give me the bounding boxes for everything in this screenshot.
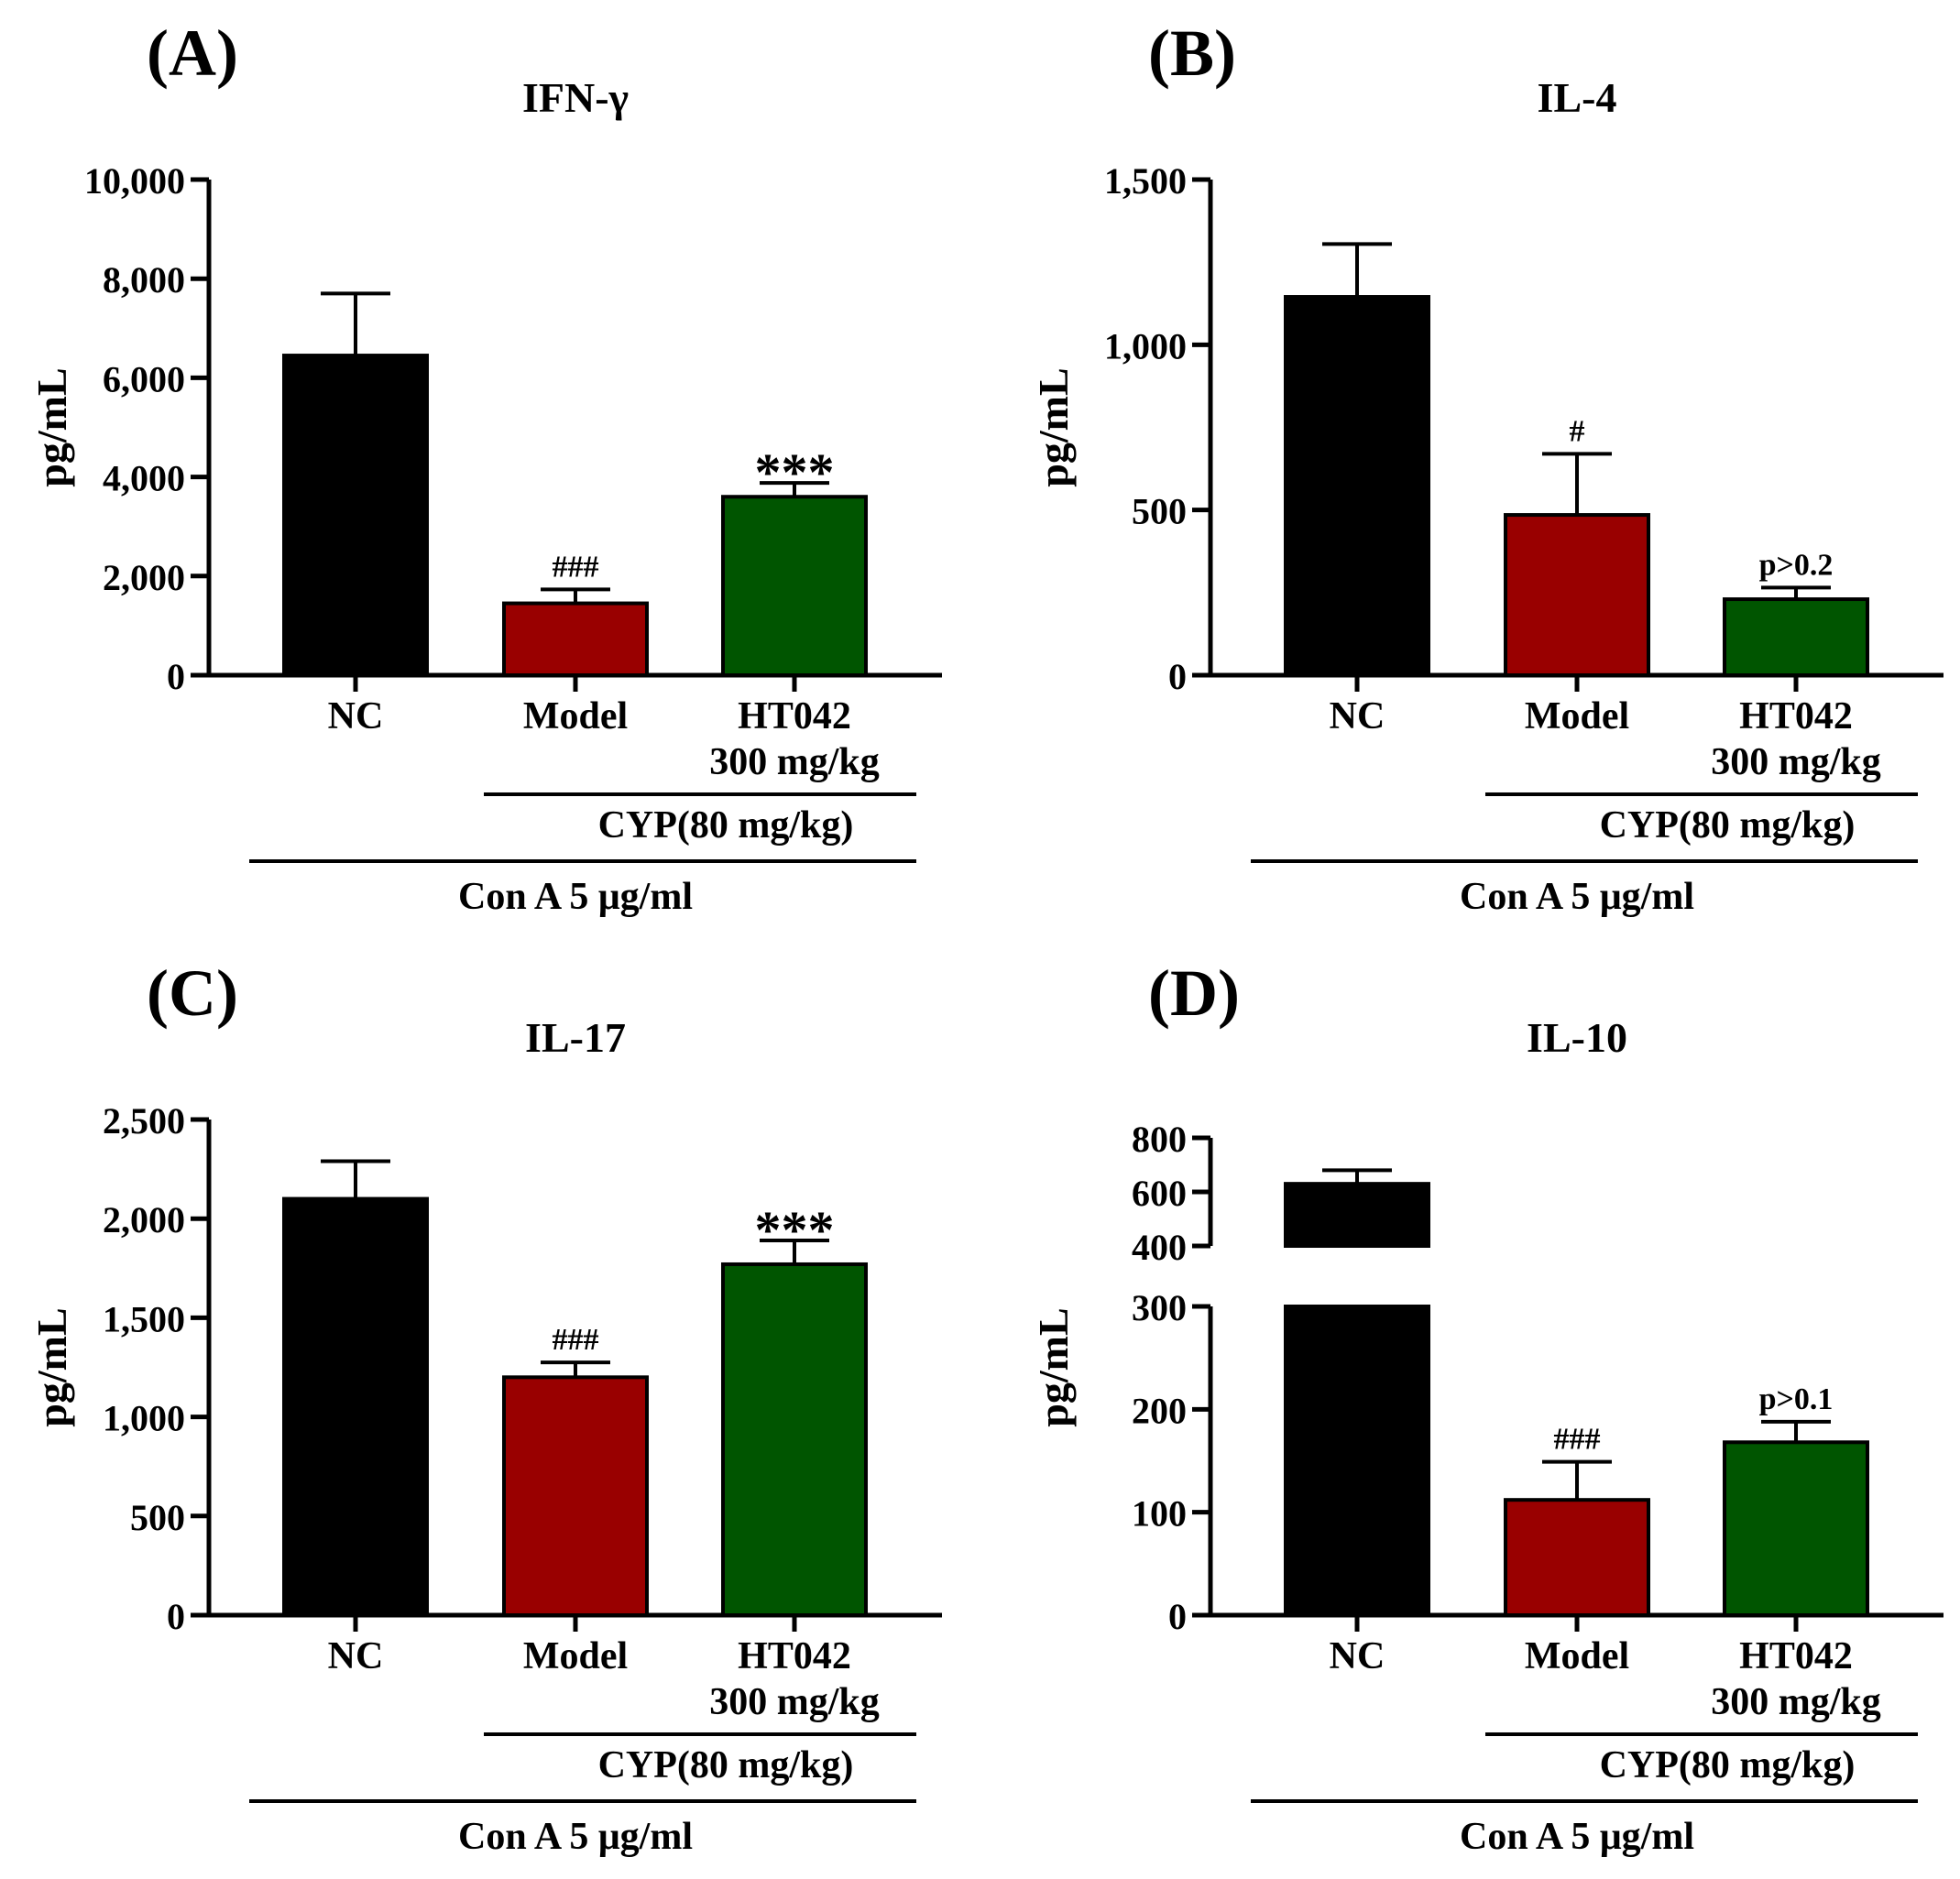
panel-b: (B) IL-4 pg/mL 0 500 1,000 1,500 NC # Model p>0.2 H… bbox=[1030, 16, 1944, 918]
bar-nc bbox=[1284, 295, 1430, 677]
significance-annotation: *** bbox=[755, 442, 835, 502]
chart-title: IL-17 bbox=[525, 1014, 626, 1061]
cyp-group-label: CYP(80 mg/kg) bbox=[1600, 1744, 1856, 1786]
bar-model bbox=[1504, 1498, 1650, 1617]
x-tick-label: NC bbox=[1330, 1635, 1385, 1677]
significance-annotation: # bbox=[1570, 414, 1585, 448]
significance-annotation: ### bbox=[553, 550, 599, 584]
panel-label: (B) bbox=[1148, 16, 1236, 90]
y-axis-label: pg/mL bbox=[28, 367, 75, 486]
bar-ht042 bbox=[1723, 1440, 1869, 1618]
y-tick-label: 2,000 bbox=[103, 557, 185, 598]
y-tick-label: 600 bbox=[1132, 1173, 1187, 1214]
cona-group-label: Con A 5 μg/ml bbox=[458, 1816, 693, 1858]
y-tick-label: 100 bbox=[1132, 1493, 1187, 1535]
bar-nc bbox=[282, 354, 429, 677]
panel-c: (C) IL-17 pg/mL 0 500 1,000 1,500 2,000 2,500 NC #… bbox=[28, 956, 942, 1858]
y-axis-label: pg/mL bbox=[1030, 367, 1077, 486]
panel-label: (A) bbox=[147, 16, 238, 90]
cyp-group-label: CYP(80 mg/kg) bbox=[598, 804, 854, 847]
x-tick-label: Model bbox=[1525, 1635, 1629, 1677]
y-tick-label: 0 bbox=[1168, 656, 1187, 697]
x-tick-label: Model bbox=[523, 1635, 628, 1677]
x-tick-label: HT042 bbox=[1739, 1635, 1853, 1677]
y-tick-label: 2,500 bbox=[103, 1100, 185, 1142]
y-tick-label: 2,000 bbox=[103, 1199, 185, 1240]
y-tick-label: 0 bbox=[167, 656, 185, 697]
y-tick-label: 500 bbox=[130, 1497, 185, 1538]
y-tick-label: 6,000 bbox=[103, 358, 185, 399]
y-tick-label: 4,000 bbox=[103, 458, 185, 499]
y-tick-label: 1,000 bbox=[1104, 325, 1187, 366]
bar-model bbox=[1504, 513, 1650, 677]
y-tick-label: 1,000 bbox=[103, 1398, 185, 1439]
y-tick-label: 8,000 bbox=[103, 259, 185, 300]
y-tick-label: 1,500 bbox=[1104, 160, 1187, 202]
panel-label: (C) bbox=[147, 956, 238, 1030]
y-tick-label: 200 bbox=[1132, 1390, 1187, 1431]
y-tick-label: 300 bbox=[1132, 1287, 1187, 1328]
y-tick-label: 1,500 bbox=[103, 1298, 185, 1339]
bar-model bbox=[502, 1375, 649, 1617]
x-tick-label-sub: 300 mg/kg bbox=[1711, 1681, 1881, 1723]
y-tick-label: 0 bbox=[1168, 1596, 1187, 1637]
x-tick-label-sub: 300 mg/kg bbox=[1711, 741, 1881, 783]
x-tick-label-sub: 300 mg/kg bbox=[709, 741, 880, 783]
y-tick-label: 400 bbox=[1132, 1227, 1187, 1268]
x-tick-label: Model bbox=[1525, 695, 1629, 737]
chart-title: IFN-γ bbox=[522, 74, 629, 121]
cyp-group-label: CYP(80 mg/kg) bbox=[1600, 804, 1856, 847]
panel-a: (A) IFN-γ pg/mL 0 2,000 4,000 6,000 8,000 10,000… bbox=[28, 16, 942, 918]
cyp-group-label: CYP(80 mg/kg) bbox=[598, 1744, 854, 1786]
significance-annotation: ### bbox=[553, 1323, 599, 1357]
y-axis-label: pg/mL bbox=[28, 1307, 75, 1426]
x-tick-label: HT042 bbox=[738, 1635, 851, 1677]
panel-label: (D) bbox=[1148, 956, 1240, 1030]
x-tick-label: HT042 bbox=[738, 695, 851, 737]
y-tick-label: 800 bbox=[1132, 1119, 1187, 1160]
bar-model bbox=[502, 601, 649, 677]
bar-nc-upper bbox=[1284, 1182, 1430, 1248]
x-tick-label: NC bbox=[328, 1635, 384, 1677]
y-tick-label: 500 bbox=[1132, 491, 1187, 532]
x-tick-label: NC bbox=[328, 695, 384, 737]
x-tick-label-sub: 300 mg/kg bbox=[709, 1681, 880, 1723]
bar-ht042 bbox=[721, 1262, 868, 1617]
bar-nc bbox=[282, 1196, 429, 1617]
bar-ht042 bbox=[1723, 597, 1869, 678]
chart-title: IL-10 bbox=[1527, 1014, 1627, 1061]
y-tick-label: 10,000 bbox=[84, 160, 185, 202]
x-tick-label: Model bbox=[523, 695, 628, 737]
y-tick-label: 0 bbox=[167, 1596, 185, 1637]
y-axis-label: pg/mL bbox=[1030, 1307, 1077, 1426]
x-tick-label: HT042 bbox=[1739, 695, 1853, 737]
bar-ht042 bbox=[721, 495, 868, 677]
significance-annotation: *** bbox=[755, 1200, 835, 1260]
x-tick-label: NC bbox=[1330, 695, 1385, 737]
significance-annotation: p>0.2 bbox=[1759, 548, 1834, 582]
cona-group-label: Con A 5 μg/ml bbox=[1460, 1816, 1694, 1858]
panel-d: (D) IL-10 pg/mL 400 600 800 0 100 200 300 NC ### Mod… bbox=[1030, 956, 1944, 1858]
bar-nc-lower bbox=[1284, 1305, 1430, 1617]
cona-group-label: Con A 5 μg/ml bbox=[1460, 876, 1694, 918]
chart-title: IL-4 bbox=[1538, 74, 1617, 121]
cona-group-label: Con A 5 μg/ml bbox=[458, 876, 693, 918]
significance-annotation: p>0.1 bbox=[1759, 1382, 1834, 1416]
significance-annotation: ### bbox=[1554, 1423, 1601, 1457]
